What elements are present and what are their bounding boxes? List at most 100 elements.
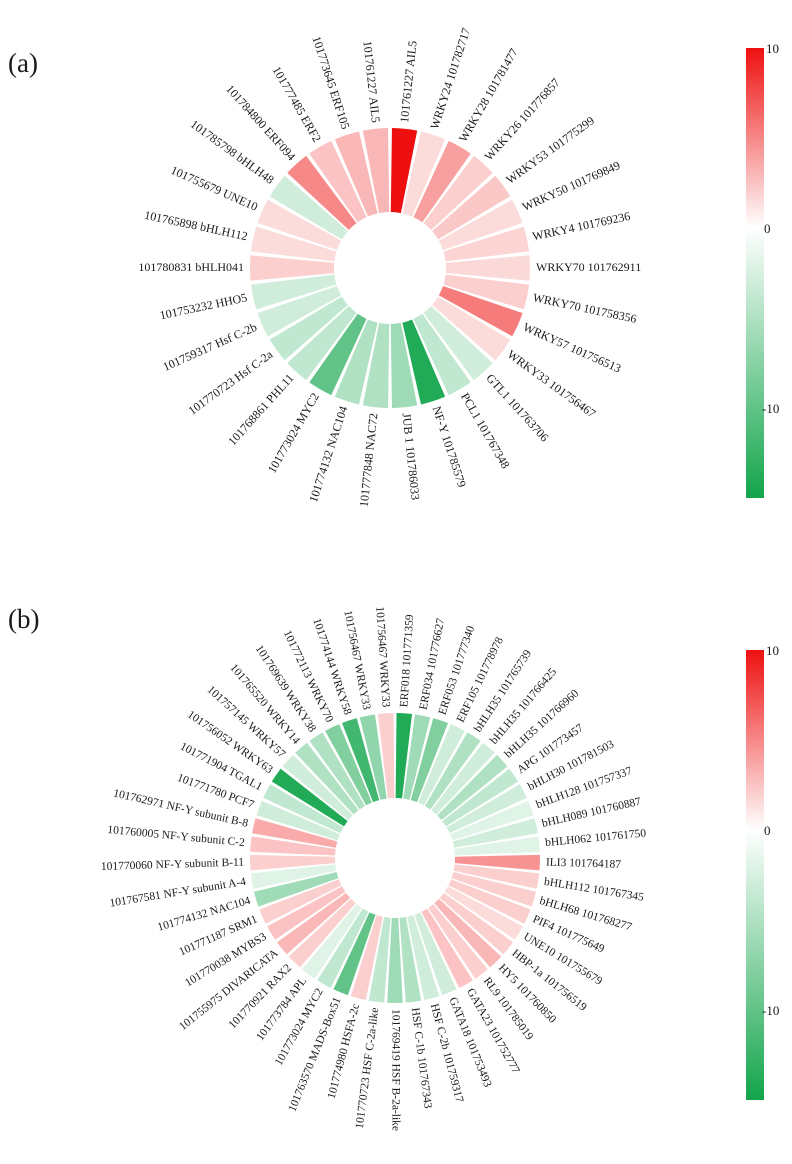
heatmap-cell <box>413 313 471 396</box>
heatmap-cell <box>288 898 356 968</box>
heatmap-cell <box>269 175 348 240</box>
heatmap-cell <box>410 718 449 803</box>
segment-label: ERF018 101771359 <box>398 614 416 708</box>
heatmap-cell <box>282 754 353 821</box>
segment-label: 101756467 WRKY33 <box>373 606 391 708</box>
heatmap-cell <box>445 255 531 281</box>
heatmap-cell <box>395 713 413 799</box>
segment-label: 101773645 ERF105 <box>309 34 352 131</box>
heatmap-cell <box>431 742 495 815</box>
panel-a-colorbar-tick-mid: 0 <box>764 221 771 236</box>
segment-label: 101780831 bHLH041 <box>138 260 244 274</box>
heatmap-cell <box>309 313 367 396</box>
segment-label: WRKY70 101758356 <box>532 290 638 326</box>
segment-label: WRKY70 101762911 <box>536 260 641 274</box>
panel-b-colorbar-tick-low: -10 <box>762 1003 779 1018</box>
heatmap-cell <box>454 854 540 871</box>
panel-b-colorbar: 10 0 -10 <box>746 643 779 1100</box>
heatmap-cell <box>250 864 337 889</box>
segment-label: 101761227 AIL5 <box>397 40 420 123</box>
panel-b-colorbar-tick-mid: 0 <box>764 823 771 838</box>
heatmap-cell <box>362 128 390 214</box>
heatmap-cell <box>309 732 366 810</box>
heatmap-cell <box>362 322 390 408</box>
heatmap-cell <box>263 784 344 834</box>
heatmap-cell <box>402 131 446 217</box>
heatmap-cell <box>443 274 530 310</box>
heatmap-cell <box>450 800 534 841</box>
heatmap-cell <box>442 768 519 827</box>
heatmap-cell <box>341 718 380 803</box>
heatmap-cell <box>334 131 378 217</box>
heatmap-cell <box>438 199 523 250</box>
heatmap-cell <box>295 742 359 815</box>
heatmap-cell <box>276 892 351 955</box>
heatmap-cell <box>423 155 493 230</box>
heatmap-cell <box>390 128 418 214</box>
segment-label: 101761227 AIL5 <box>360 40 383 123</box>
segment-label: HSF C-1b 101767343 <box>409 1007 434 1110</box>
segment-label: 101760005 NF-Y subunit C-2 <box>107 824 246 849</box>
heatmap-cell <box>368 917 391 1003</box>
heatmap-cell <box>439 892 514 955</box>
heatmap-cell <box>421 908 473 988</box>
heatmap-cell <box>438 286 523 337</box>
segment-label: WRKY4 101769236 <box>531 209 631 243</box>
heatmap-cell <box>402 319 446 405</box>
heatmap-cell <box>287 155 357 230</box>
panel-b-colorbar-tick-high: 10 <box>766 643 779 658</box>
heatmap-cell <box>387 917 403 1004</box>
heatmap-cell <box>453 864 540 889</box>
heatmap-cell <box>434 898 502 968</box>
heatmap-cell <box>257 286 342 337</box>
heatmap-cell <box>250 255 335 281</box>
segment-label: 101777848 NAC72 <box>357 412 381 507</box>
panel-b: (b) ERF018 101771359 ERF034 101776627ERF0… <box>8 604 779 1131</box>
heatmap-cell <box>418 724 465 806</box>
heatmap-cell <box>271 768 348 827</box>
heatmap-cell <box>250 854 336 871</box>
heatmap-cell <box>446 784 527 834</box>
segment-label: bHLH062 101761750 <box>545 827 647 849</box>
heatmap-cell <box>259 879 342 924</box>
heatmap-cell <box>452 818 538 848</box>
panel-a-colorbar: 10 0 -10 <box>746 41 779 498</box>
heatmap-cell <box>407 915 440 1001</box>
segment-label: 101765898 bHLH112 <box>143 208 249 244</box>
panel-a: (a) 101761227 AIL5 WRKY24 101782717WRKY28… <box>8 26 779 508</box>
heatmap-cell <box>257 199 342 250</box>
heatmap-cell <box>269 296 348 361</box>
heatmap-cell <box>302 904 362 979</box>
segment-label: NF-Y 101785579 <box>430 404 469 489</box>
heatmap-cell <box>377 713 395 799</box>
heatmap-cell <box>317 908 369 988</box>
heatmap-cell <box>250 274 337 310</box>
heatmap-cell <box>250 836 336 856</box>
heatmap-cell <box>390 322 418 408</box>
heatmap-cell <box>437 754 508 821</box>
heatmap-cell <box>256 800 340 841</box>
heatmap-cell <box>309 140 367 223</box>
heatmap-cell <box>350 915 383 1001</box>
segment-label: 101769419 HSF B-2a-like <box>389 1009 401 1131</box>
segment-label: 101774132 NAC104 <box>306 404 350 504</box>
heatmap-cell <box>359 714 387 800</box>
panel-b-colorbar-bar <box>746 650 764 1100</box>
heatmap-cell <box>423 306 493 381</box>
heatmap-cell <box>334 319 378 405</box>
segment-label: ILI3 101764187 <box>546 856 622 870</box>
panel-a-colorbar-tick-low: -10 <box>762 401 779 416</box>
heatmap-cell <box>444 886 523 940</box>
heatmap-cell <box>443 226 530 262</box>
segment-label: 101753232 HHO5 <box>158 290 248 322</box>
heatmap-cell <box>267 886 346 940</box>
heatmap-cell <box>250 226 337 262</box>
heatmap-cell <box>451 871 537 907</box>
heatmap-cell <box>413 140 471 223</box>
heatmap-cell <box>325 724 372 806</box>
heatmap-cell <box>432 175 511 240</box>
heatmap-cell <box>432 296 511 361</box>
